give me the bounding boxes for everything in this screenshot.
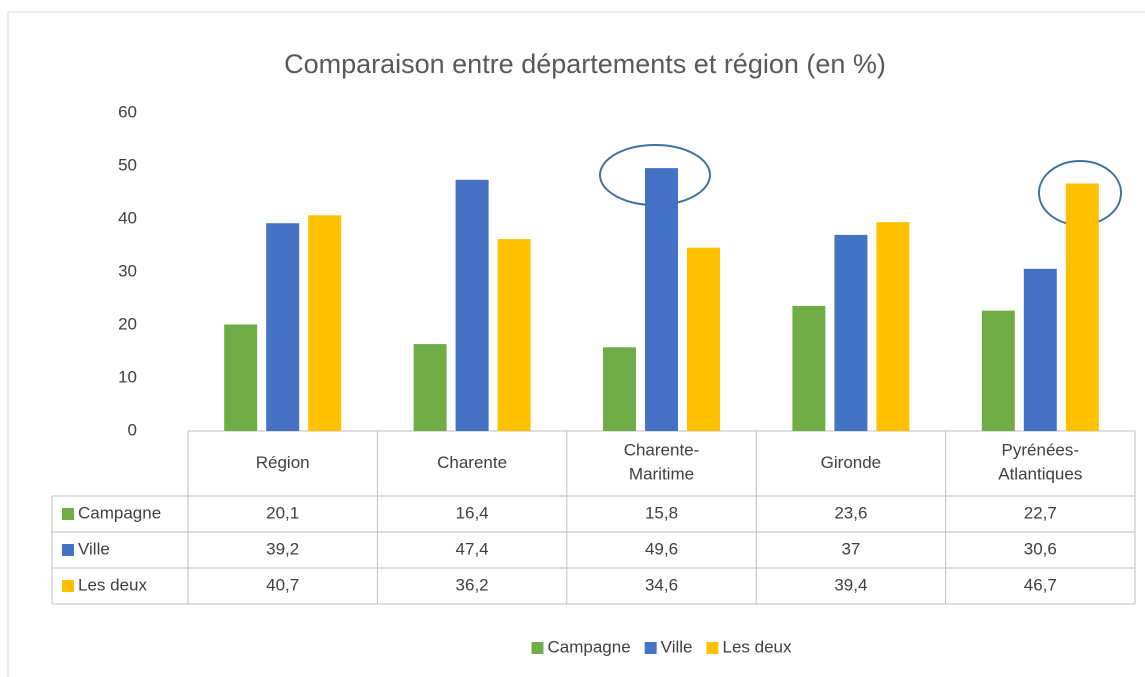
legend-label: Ville	[661, 637, 693, 656]
table-cell: 37	[841, 539, 860, 558]
table-cell: 30,6	[1024, 539, 1057, 558]
legend-key	[62, 508, 74, 520]
chart-border	[7, 11, 1145, 677]
bar	[1023, 268, 1057, 431]
legend-key	[62, 580, 74, 592]
y-tick-label: 10	[118, 367, 137, 386]
bar	[308, 215, 342, 431]
category-label: Charente	[437, 453, 507, 472]
table-cell: 46,7	[1024, 575, 1057, 594]
table-cell: 39,2	[266, 539, 299, 558]
table-cell: 15,8	[645, 503, 678, 522]
bar	[266, 223, 300, 431]
legend-label: Les deux	[723, 637, 792, 656]
table-cell: 16,4	[456, 503, 489, 522]
bar	[224, 324, 258, 431]
legend: Campagne Ville Les deux	[531, 637, 792, 656]
category-label: Gironde	[821, 453, 881, 472]
row-label: Les deux	[78, 575, 147, 594]
legend-key	[644, 642, 657, 654]
chart-title: Comparaison entre départements et région…	[284, 49, 886, 79]
bar	[792, 305, 826, 431]
table-cell: 40,7	[266, 575, 299, 594]
legend-key	[531, 642, 544, 654]
y-tick-label: 40	[118, 208, 137, 227]
table-cell: 20,1	[266, 503, 299, 522]
table-cell: 49,6	[645, 539, 678, 558]
table-cell: 36,2	[456, 575, 489, 594]
legend-key	[62, 544, 74, 556]
bar	[981, 310, 1015, 431]
row-label: Campagne	[78, 503, 161, 522]
bar	[603, 347, 636, 431]
bar	[834, 234, 868, 431]
bar	[497, 239, 531, 431]
bar	[413, 344, 447, 431]
category-label: Pyrénées-Atlantiques	[998, 441, 1082, 484]
y-tick-label: 0	[128, 420, 137, 439]
bar	[1065, 183, 1099, 431]
y-tick-label: 60	[118, 102, 137, 121]
table-cell: 22,7	[1024, 503, 1057, 522]
table-cell: 47,4	[456, 539, 489, 558]
bar	[876, 222, 910, 431]
row-label: Ville	[78, 539, 110, 558]
y-tick-label: 50	[118, 155, 137, 174]
category-label: Charente-Maritime	[624, 441, 700, 484]
legend-key	[706, 642, 719, 654]
y-tick-label: 20	[118, 314, 137, 333]
table-cell: 34,6	[645, 575, 678, 594]
category-label: Région	[256, 453, 310, 472]
bar	[687, 247, 720, 431]
table-cell: 39,4	[834, 575, 867, 594]
bar	[455, 179, 489, 431]
legend-label: Campagne	[548, 637, 631, 656]
y-tick-label: 30	[118, 261, 137, 280]
bar	[645, 168, 678, 431]
table-cell: 23,6	[834, 503, 867, 522]
